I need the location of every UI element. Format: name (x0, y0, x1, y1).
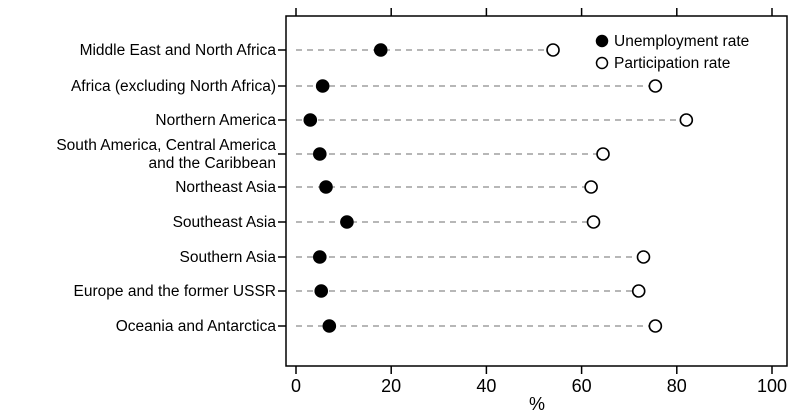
legend: Unemployment rate Participation rate (595, 33, 749, 72)
participation-point (586, 215, 601, 229)
participation-point (584, 180, 598, 194)
category-label: Oceania and Antarctica (116, 318, 277, 335)
unemployment-point (340, 215, 354, 229)
category-label: Southeast Asia (173, 214, 277, 231)
legend-marker-unemployment (595, 34, 609, 48)
participation-point (596, 147, 610, 161)
x-axis: 0 20 40 60 80 100 (291, 8, 787, 396)
plot-border (285, 15, 788, 367)
unemployment-point (312, 147, 327, 161)
x-tick-label: 40 (476, 376, 496, 396)
participation-point (648, 79, 663, 93)
x-tick-label: 60 (572, 376, 592, 396)
unemployment-point (303, 113, 318, 127)
participation-point (546, 43, 560, 57)
x-axis-label: % (529, 394, 545, 414)
category-label: South America, Central America and the Ca… (56, 137, 276, 172)
legend-label: Unemployment rate (614, 33, 749, 50)
category-label-line: and the Caribbean (148, 155, 276, 172)
legend-label: Participation rate (614, 55, 730, 72)
unemployment-point (322, 319, 337, 333)
participation-point (636, 250, 651, 264)
unemployment-point (373, 43, 388, 57)
connector-lines (296, 49, 681, 327)
x-tick-label: 0 (291, 376, 301, 396)
plot-frame (285, 15, 788, 367)
unemployment-point (314, 284, 329, 298)
x-tick-label: 20 (381, 376, 401, 396)
category-label: Europe and the former USSR (74, 283, 276, 300)
participation-point (648, 319, 663, 333)
x-tick-label: 80 (667, 376, 687, 396)
legend-marker-participation (595, 56, 609, 70)
participation-point (679, 113, 694, 127)
unemployment-point (315, 79, 330, 93)
unemployment-point (312, 250, 327, 264)
category-labels: Middle East and North Africa Africa (excl… (56, 42, 286, 335)
category-label: Middle East and North Africa (80, 42, 277, 59)
unemployment-point (319, 180, 333, 194)
category-label: Africa (excluding North Africa) (71, 78, 276, 95)
category-label: Northern America (155, 112, 276, 129)
category-label-line: South America, Central America (56, 137, 276, 154)
participation-point (631, 284, 646, 298)
category-label: Southern Asia (179, 249, 276, 266)
data-points (303, 43, 694, 333)
category-label: Northeast Asia (175, 179, 276, 196)
x-tick-label: 100 (757, 376, 787, 396)
